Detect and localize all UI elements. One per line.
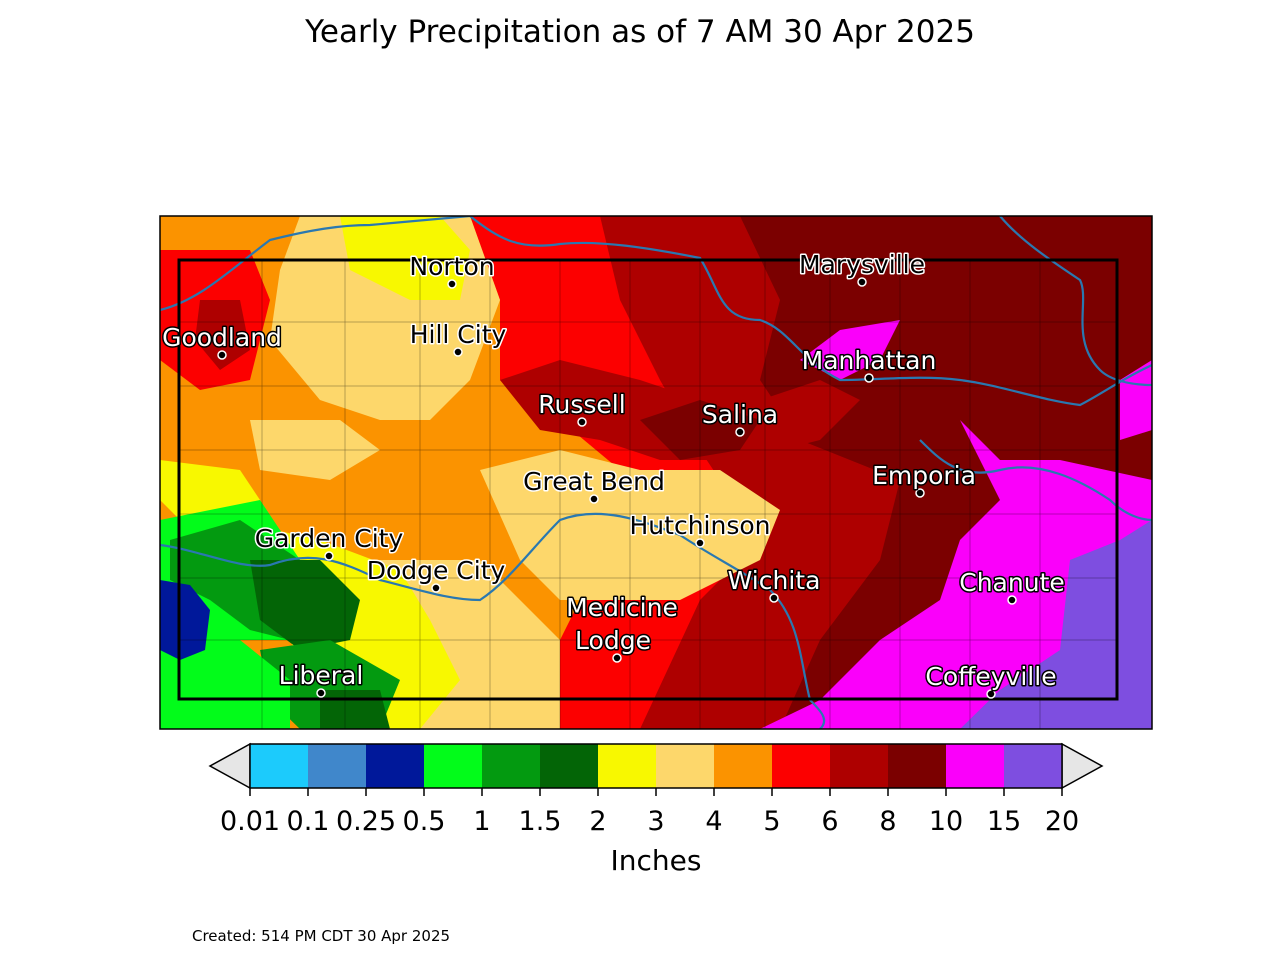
map-frame xyxy=(159,215,1153,730)
colorbar-tick-label: 8 xyxy=(879,806,896,837)
created-timestamp: Created: 514 PM CDT 30 Apr 2025 xyxy=(192,927,451,945)
city-label-goodland: Goodland xyxy=(162,323,282,352)
city-labels: Norton Marysville Goodland Hill City Man… xyxy=(161,249,1067,693)
colorbar-tick-label: 4 xyxy=(705,806,722,837)
colorbar-title: Inches xyxy=(611,844,702,877)
city-dot-manhattan xyxy=(864,373,874,383)
colorbar-tick-label: 0.01 xyxy=(220,806,280,837)
colorbar-tick-label: 0.25 xyxy=(336,806,396,837)
colorbar-tick-label: 0.1 xyxy=(287,806,330,837)
city-label-great-bend: Great Bend xyxy=(523,467,665,496)
state-border xyxy=(177,258,1119,701)
colorbar-segment xyxy=(424,744,483,788)
city-label-manhattan: Manhattan xyxy=(802,346,937,375)
city-dot-wichita xyxy=(769,593,779,603)
city-dot-emporia xyxy=(915,488,925,498)
city-dot-dodge-city xyxy=(431,583,441,593)
colorbar-segment xyxy=(308,744,367,788)
city-label-dodge-city: Dodge City xyxy=(367,556,506,585)
county-boundaries xyxy=(179,260,1117,729)
colorbar-tick-label: 10 xyxy=(929,806,963,837)
city-label-medicine: Medicine xyxy=(566,593,678,622)
rivers xyxy=(160,216,1152,729)
colorbar-segment xyxy=(482,744,541,788)
colorbar-tick-label: 2 xyxy=(589,806,606,837)
city-dot-garden-city xyxy=(324,551,334,561)
colorbar-segment xyxy=(366,744,425,788)
city-label-liberal: Liberal xyxy=(279,661,364,690)
colorbar-segment xyxy=(888,744,947,788)
city-dot-great-bend xyxy=(589,494,599,504)
colorbar-tick-label: 0.5 xyxy=(403,806,446,837)
colorbar-segment xyxy=(598,744,657,788)
colorbar-tick-label: 15 xyxy=(987,806,1021,837)
city-label-hutchinson: Hutchinson xyxy=(630,511,771,540)
colorbar-extend-low xyxy=(208,742,251,790)
map-title: Yearly Precipitation as of 7 AM 30 Apr 2… xyxy=(305,14,975,50)
city-label-marysville: Marysville xyxy=(799,250,925,279)
colorbar-segment xyxy=(946,744,1005,788)
city-label-chanute: Chanute xyxy=(959,568,1065,597)
colorbar-tick-label: 3 xyxy=(647,806,664,837)
colorbar-segment xyxy=(250,744,309,788)
city-dot-liberal xyxy=(316,688,326,698)
city-label-norton: Norton xyxy=(409,252,494,281)
colorbar-tick-label: 1.5 xyxy=(519,806,562,837)
colorbar-tick-label: 5 xyxy=(763,806,780,837)
city-label-emporia: Emporia xyxy=(872,461,976,490)
city-dot-chanute xyxy=(1007,595,1017,605)
colorbar-tick-label: 1 xyxy=(473,806,490,837)
colorbar-segment xyxy=(540,744,599,788)
city-dot-hutchinson xyxy=(695,538,705,548)
colorbar-tick-label: 20 xyxy=(1045,806,1079,837)
city-dot-hill-city xyxy=(453,347,463,357)
city-label-coffeyville: Coffeyville xyxy=(925,662,1056,691)
city-label-lodge: Lodge xyxy=(575,626,651,655)
city-label-russell: Russell xyxy=(538,390,625,419)
colorbar-segment xyxy=(714,744,773,788)
city-label-hill-city: Hill City xyxy=(410,320,507,349)
city-label-garden-city: Garden City xyxy=(255,524,404,553)
city-label-wichita: Wichita xyxy=(728,566,821,595)
colorbar-segment xyxy=(656,744,715,788)
colorbar-segment xyxy=(1004,744,1063,788)
city-label-salina: Salina xyxy=(702,400,778,429)
colorbar-tick-label: 6 xyxy=(821,806,838,837)
colorbar-extend-high xyxy=(1061,742,1104,790)
city-dot-norton xyxy=(447,279,457,289)
city-dot-russell xyxy=(577,417,587,427)
city-dot-goodland xyxy=(217,350,227,360)
city-markers xyxy=(217,277,1017,699)
colorbar-segment xyxy=(830,744,889,788)
city-dot-medicine-lodge xyxy=(612,653,622,663)
city-dot-salina xyxy=(735,427,745,437)
colorbar: 0.01 0.1 0.25 0.5 1 1.5 2 3 4 5 6 8 10 15 20 Inches xyxy=(208,742,1104,877)
colorbar-segment xyxy=(772,744,831,788)
city-dot-coffeyville xyxy=(986,689,996,699)
city-dot-marysville xyxy=(857,277,867,287)
